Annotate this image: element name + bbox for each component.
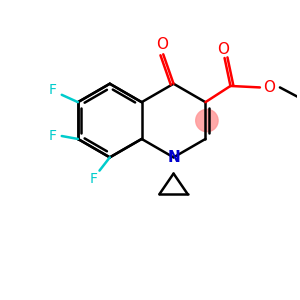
Circle shape <box>196 110 218 132</box>
Text: F: F <box>49 83 57 98</box>
Text: O: O <box>217 42 229 57</box>
Text: O: O <box>263 80 275 95</box>
Text: F: F <box>90 172 98 186</box>
Text: N: N <box>167 150 180 165</box>
Text: O: O <box>156 38 168 52</box>
Text: F: F <box>49 129 57 143</box>
